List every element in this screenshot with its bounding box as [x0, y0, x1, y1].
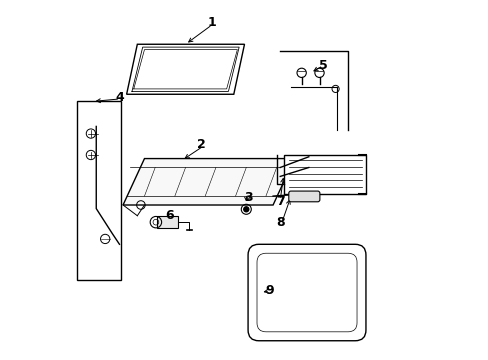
Bar	[77, 102, 121, 280]
Text: 1: 1	[207, 16, 216, 29]
FancyBboxPatch shape	[247, 244, 365, 341]
FancyBboxPatch shape	[257, 253, 356, 332]
Text: 9: 9	[264, 284, 273, 297]
Text: 5: 5	[318, 59, 327, 72]
Text: 6: 6	[165, 209, 173, 222]
Polygon shape	[123, 158, 294, 205]
Text: 3: 3	[243, 192, 252, 204]
Polygon shape	[283, 155, 365, 194]
Polygon shape	[126, 44, 244, 94]
FancyBboxPatch shape	[288, 191, 319, 202]
Text: 7: 7	[275, 195, 284, 208]
Circle shape	[244, 207, 248, 212]
Text: 4: 4	[115, 91, 123, 104]
Text: 8: 8	[275, 216, 284, 229]
Bar	[157, 216, 178, 228]
Text: 2: 2	[197, 138, 205, 151]
